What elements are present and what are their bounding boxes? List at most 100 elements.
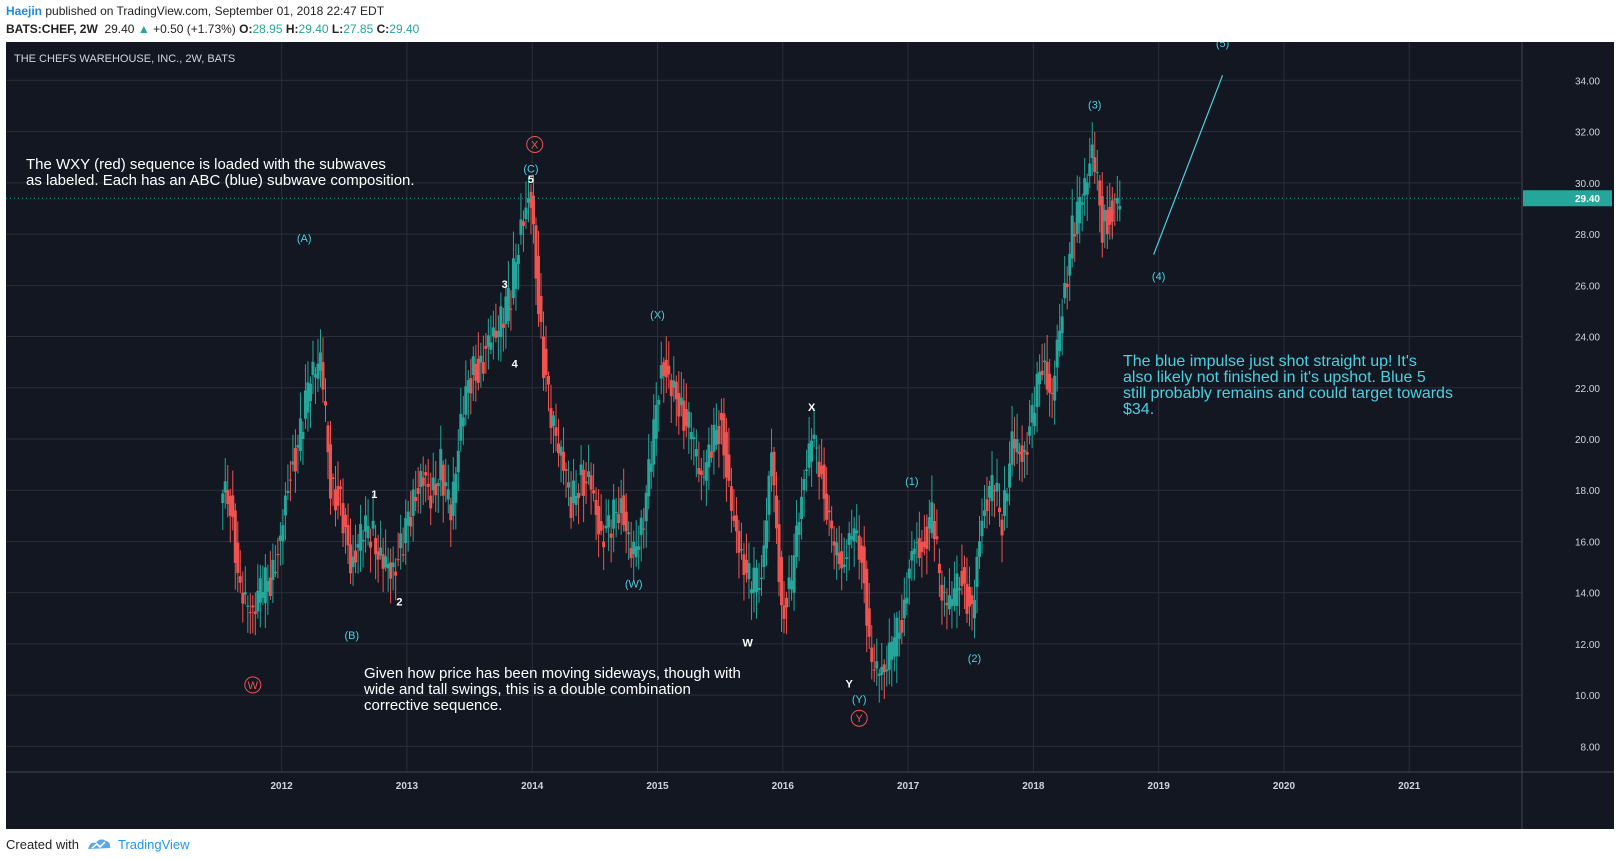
y-tick-label: 16.00: [1575, 537, 1600, 548]
candle-body: [564, 469, 568, 471]
candle-body: [920, 542, 924, 553]
wave-label: (4): [1152, 271, 1165, 283]
candle-body: [589, 475, 593, 490]
candle-body: [582, 469, 586, 496]
candle-body: [364, 515, 368, 532]
created-with-label: Created with: [6, 837, 79, 852]
candle-body: [890, 641, 894, 660]
candle-body: [303, 390, 307, 419]
candle-body: [802, 478, 806, 491]
candle-body: [554, 427, 558, 436]
candle-body: [825, 493, 829, 520]
tradingview-link[interactable]: TradingView: [118, 837, 190, 852]
candle-body: [486, 335, 490, 347]
candle-body: [406, 511, 410, 526]
candle-body: [817, 461, 821, 478]
candle-body: [339, 486, 343, 490]
candle-body: [251, 605, 255, 608]
candle-body: [862, 546, 866, 584]
candle-body: [361, 539, 365, 542]
x-tick-label: 2019: [1148, 781, 1171, 792]
candle-body: [323, 401, 327, 406]
candle-body: [534, 225, 538, 279]
y-tick-label: 18.00: [1575, 486, 1600, 497]
candle-body: [536, 255, 540, 315]
candle-body: [657, 399, 661, 405]
candle-body: [694, 449, 698, 457]
candle-body: [835, 542, 839, 556]
candle-body: [529, 191, 533, 208]
candle-body: [807, 443, 811, 468]
candle-body: [945, 602, 949, 606]
author-link[interactable]: Haejin: [6, 4, 43, 18]
candle-body: [699, 470, 703, 476]
wave-label: (5): [1216, 42, 1229, 50]
open-label: O:: [239, 22, 253, 36]
candle-body: [983, 510, 987, 516]
candle-body: [446, 489, 450, 500]
candle-body: [291, 461, 295, 465]
wave-annotations: (A) (B) (C) 1 2 3 4 5 (X) (W) W X Y (Y) (1) (2) (3) (4) (5…: [244, 38, 1229, 727]
candle-body: [674, 381, 678, 400]
price-change: +0.50 (+1.73%): [153, 22, 236, 36]
wave-label: (2): [968, 653, 981, 665]
candle-body: [637, 546, 641, 550]
candle-body: [386, 563, 390, 569]
candle-body: [266, 580, 270, 592]
y-tick-label: 12.00: [1575, 640, 1600, 651]
candle-body: [268, 577, 272, 596]
candle-body: [1035, 373, 1039, 407]
candle-body: [1013, 439, 1017, 449]
candle-body: [1100, 196, 1104, 243]
candle-body: [1065, 283, 1069, 288]
candle-body: [977, 541, 981, 557]
candle-body: [669, 380, 673, 397]
candle-body: [381, 554, 385, 569]
tradingview-logo-icon[interactable]: [86, 835, 112, 853]
candle-body: [955, 573, 959, 606]
candle-body: [857, 535, 861, 560]
candle-body: [356, 544, 360, 548]
candle-body: [344, 514, 348, 527]
candle-body: [1075, 201, 1079, 234]
candle-body: [369, 541, 373, 548]
candle-body: [865, 568, 869, 626]
candle-body: [895, 617, 899, 657]
candle-body: [376, 551, 380, 560]
candle-body: [822, 464, 826, 499]
candle-body: [797, 521, 801, 535]
candle-body: [993, 490, 997, 492]
candle-body: [1050, 392, 1054, 395]
candle-body: [501, 323, 505, 328]
candle-body: [539, 295, 543, 323]
circled-wave-label: Y: [856, 713, 864, 725]
candle-body: [812, 434, 816, 440]
candle-body: [692, 437, 696, 440]
candle-body: [805, 469, 809, 471]
candle-body: [1020, 445, 1024, 462]
y-tick-label: 8.00: [1581, 742, 1601, 753]
candle-body: [1023, 450, 1027, 452]
candle-body: [1110, 211, 1114, 222]
y-tick-label: 22.00: [1575, 384, 1600, 395]
candle-body: [852, 528, 856, 542]
candle-body: [597, 505, 601, 535]
candle-body: [980, 520, 984, 537]
candle-body: [965, 583, 969, 614]
candle-body: [426, 483, 430, 487]
candle-body: [1028, 426, 1032, 436]
candle-body: [371, 520, 375, 529]
y-tick-label: 34.00: [1575, 76, 1600, 87]
open-value: 28.95: [252, 22, 283, 36]
publish-line: Haejin published on TradingView.com, Sep…: [6, 4, 384, 18]
price-chart[interactable]: (A) (B) (C) 1 2 3 4 5 (X) (W) W X Y (Y) (1) (2) (3) (4) (5…: [6, 38, 1614, 829]
chart-panel[interactable]: (A) (B) (C) 1 2 3 4 5 (X) (W) W X Y (Y) (1) (2) (3) (4) (5…: [6, 38, 1614, 829]
candle-body: [679, 397, 683, 406]
candle-body: [880, 666, 884, 675]
last-price-tag: [1523, 190, 1612, 207]
candle-body: [739, 548, 743, 551]
candle-body: [1038, 371, 1042, 385]
candle-body: [434, 483, 438, 496]
candle-body: [855, 530, 859, 534]
candle-body: [785, 597, 789, 608]
